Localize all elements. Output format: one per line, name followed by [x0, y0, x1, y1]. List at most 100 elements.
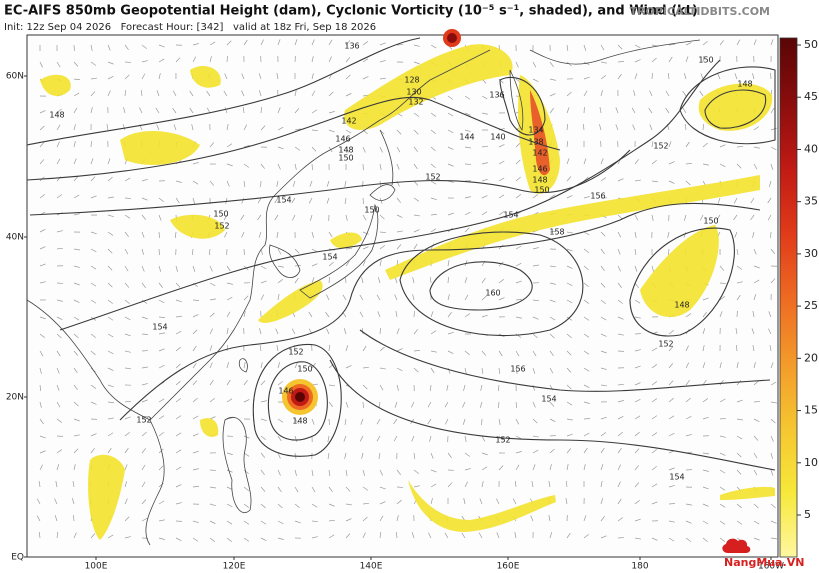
wind-barb	[396, 129, 402, 135]
wind-barb	[311, 109, 318, 114]
watermark: NangMua.VN	[722, 538, 804, 569]
wind-barb	[124, 516, 130, 522]
wind-barb	[651, 265, 654, 272]
wind-barb	[770, 278, 776, 284]
wind-barb	[328, 418, 330, 426]
wind-barb	[124, 333, 131, 337]
wind-barb	[702, 486, 709, 490]
wind-barb	[532, 350, 537, 357]
wind-barb	[209, 312, 215, 318]
wind-barb	[277, 146, 284, 150]
wind-barb	[651, 483, 658, 488]
wind-barb	[209, 41, 216, 46]
wind-barb	[447, 163, 454, 167]
wind-barb	[736, 520, 743, 525]
wind-barb	[328, 129, 335, 133]
wind-barb	[549, 93, 556, 97]
wind-barb	[736, 39, 741, 46]
wind-barb	[719, 486, 726, 491]
wind-barb	[90, 282, 97, 287]
wind-barb	[209, 282, 216, 287]
wind-barb	[379, 59, 386, 63]
wind-barb	[73, 61, 79, 67]
wind-barb	[600, 464, 604, 471]
wind-barb	[56, 350, 61, 357]
wind-barb	[700, 73, 704, 80]
wind-barb	[411, 401, 415, 408]
wind-barb	[752, 345, 755, 352]
wind-barb	[583, 196, 590, 199]
wind-barb	[311, 56, 314, 63]
wind-barb	[566, 158, 570, 165]
wind-barb	[107, 44, 111, 51]
wind-barb	[90, 433, 97, 437]
wind-barb	[685, 433, 692, 437]
wind-barb	[446, 384, 449, 391]
wind-barb	[328, 401, 333, 407]
wind-barb	[461, 532, 466, 539]
wind-barb	[702, 328, 706, 335]
wind-barb	[753, 265, 760, 269]
wind-barb	[39, 142, 45, 148]
wind-barb	[141, 481, 146, 488]
wind-barb	[685, 162, 692, 165]
wind-barb	[702, 142, 708, 148]
wind-barb	[566, 367, 572, 373]
wind-barb	[123, 107, 126, 114]
wind-barb	[277, 435, 282, 442]
colorbar-label: 30	[804, 247, 818, 260]
wind-barb	[750, 197, 755, 204]
wind-barb	[481, 211, 488, 216]
wind-barb	[549, 401, 555, 407]
wind-barb	[362, 246, 369, 250]
wind-barb	[481, 112, 488, 115]
colorbar-label: 5	[804, 508, 811, 521]
wind-barb	[158, 415, 165, 420]
wind-barb	[362, 469, 366, 476]
wind-barb	[328, 276, 330, 284]
wind-barb	[345, 93, 352, 97]
contour-label: 152	[425, 173, 440, 182]
wind-barb	[668, 43, 675, 46]
contour-label: 146	[278, 387, 293, 396]
wind-barb	[226, 282, 233, 285]
wind-barb	[702, 123, 704, 131]
wind-barb	[56, 141, 60, 148]
wind-barb	[668, 180, 675, 184]
contour-label: 154	[503, 211, 518, 220]
wind-barb	[583, 231, 590, 236]
wind-barb	[430, 452, 434, 459]
wind-barb	[447, 129, 454, 134]
wind-barb	[651, 159, 657, 165]
wind-barb	[719, 163, 726, 168]
wind-barb	[444, 532, 449, 539]
watermark-text: NangMua.VN	[724, 556, 804, 569]
contour-label: 150	[364, 206, 379, 215]
wind-barb	[243, 180, 246, 187]
wind-barb	[226, 265, 231, 272]
wind-barb	[531, 481, 534, 488]
wind-barb	[107, 299, 113, 304]
wind-barb	[447, 331, 454, 335]
wind-barb	[617, 498, 622, 505]
wind-barb	[549, 532, 553, 539]
wind-barb	[311, 231, 314, 238]
wind-barb	[124, 44, 129, 51]
wind-barb	[719, 398, 726, 403]
wind-barb	[617, 178, 624, 182]
wind-barb	[328, 384, 335, 387]
wind-barb	[344, 197, 347, 204]
wind-barb	[685, 141, 690, 148]
wind-barb	[464, 435, 467, 442]
wind-barb	[260, 294, 265, 301]
lat-label: 20N	[6, 393, 24, 403]
wind-barb	[549, 194, 556, 199]
wind-barb	[274, 214, 279, 221]
wind-barb	[719, 537, 726, 542]
wind-barb	[328, 486, 333, 493]
wind-barb	[600, 90, 603, 97]
wind-barb	[566, 107, 570, 114]
wind-barb	[634, 448, 640, 454]
wind-barb	[617, 316, 624, 320]
wind-barb	[39, 450, 46, 454]
